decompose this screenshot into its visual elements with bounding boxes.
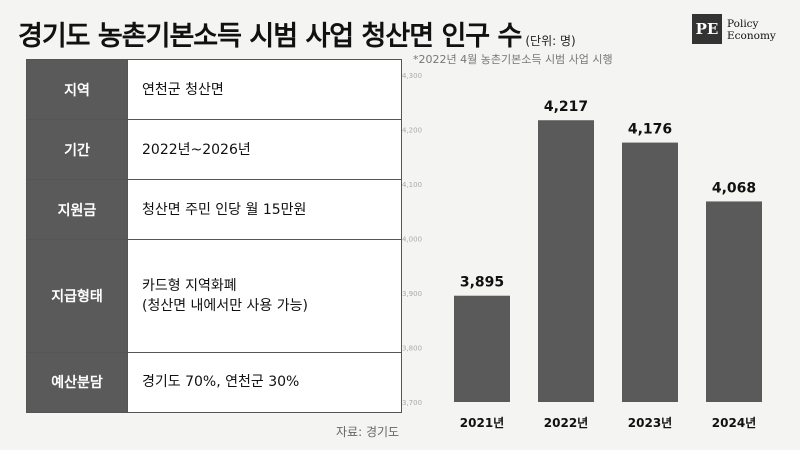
row-value: 경기도 70%, 연천군 30%	[127, 351, 402, 414]
row-key: 지급형태	[26, 239, 128, 353]
data-label: 3,895	[460, 275, 504, 291]
row-key: 지원금	[26, 179, 128, 241]
logo-line-2: Economy	[727, 30, 776, 42]
logo-mark: PE	[692, 14, 722, 44]
title-text: 경기도 농촌기본소득 시범 사업 청산면 인구 수	[18, 21, 522, 52]
data-label: 4,068	[712, 180, 756, 196]
table-row: 예산분담 경기도 70%, 연천군 30%	[26, 351, 402, 414]
x-tick-label: 2022년	[544, 416, 588, 430]
bar	[706, 201, 762, 402]
y-tick-label: 4,300	[402, 72, 422, 80]
bar	[454, 295, 510, 402]
y-tick-label: 4,200	[402, 127, 422, 135]
table-row: 기간 2022년~2026년	[26, 119, 402, 181]
page-title: 경기도 농촌기본소득 시범 사업 청산면 인구 수 (단위: 명)	[18, 14, 576, 53]
row-value: 연천군 청산면	[127, 58, 402, 121]
publisher-logo: PE Policy Economy	[692, 14, 776, 44]
x-tick-label: 2024년	[712, 416, 756, 430]
x-tick-label: 2023년	[628, 416, 672, 430]
row-key: 기간	[26, 119, 128, 181]
unit-label: (단위: 명)	[525, 34, 576, 48]
x-tick-label: 2021년	[460, 416, 504, 430]
data-label: 4,176	[628, 122, 672, 138]
program-info-table: 지역 연천군 청산면 기간 2022년~2026년 지원금 청산면 주민 인당 …	[26, 58, 402, 414]
row-value-line-1: 카드형 지역화폐	[142, 278, 237, 295]
table-row: 지원금 청산면 주민 인당 월 15만원	[26, 179, 402, 241]
y-tick-label: 3,800	[402, 345, 422, 353]
row-value: 카드형 지역화폐 (청산면 내에서만 사용 가능)	[127, 239, 402, 353]
row-value: 청산면 주민 인당 월 15만원	[127, 179, 402, 241]
bar	[622, 142, 678, 402]
logo-line-1: Policy	[727, 18, 759, 30]
logo-text: Policy Economy	[727, 14, 776, 42]
data-label: 4,217	[544, 99, 588, 115]
row-value: 2022년~2026년	[127, 119, 402, 181]
y-tick-label: 3,900	[402, 290, 422, 298]
row-key: 예산분담	[26, 351, 128, 414]
population-bar-chart: 3,700 3,800 3,900 4,000 4,100 4,200 4,300 3,895…	[402, 72, 762, 430]
y-tick-label: 3,700	[402, 399, 422, 407]
table-row: 지급형태 카드형 지역화폐 (청산면 내에서만 사용 가능)	[26, 239, 402, 353]
row-value-line-2: (청산면 내에서만 사용 가능)	[142, 298, 308, 315]
y-tick-label: 4,000	[402, 236, 422, 244]
table-row: 지역 연천군 청산면	[26, 58, 402, 121]
source-note: 자료: 경기도	[336, 425, 400, 439]
chart-note: *2022년 4월 농촌기본소득 시범 사업 시행	[413, 53, 613, 66]
bar	[538, 120, 594, 403]
row-key: 지역	[26, 58, 128, 121]
y-tick-label: 4,100	[402, 181, 422, 189]
